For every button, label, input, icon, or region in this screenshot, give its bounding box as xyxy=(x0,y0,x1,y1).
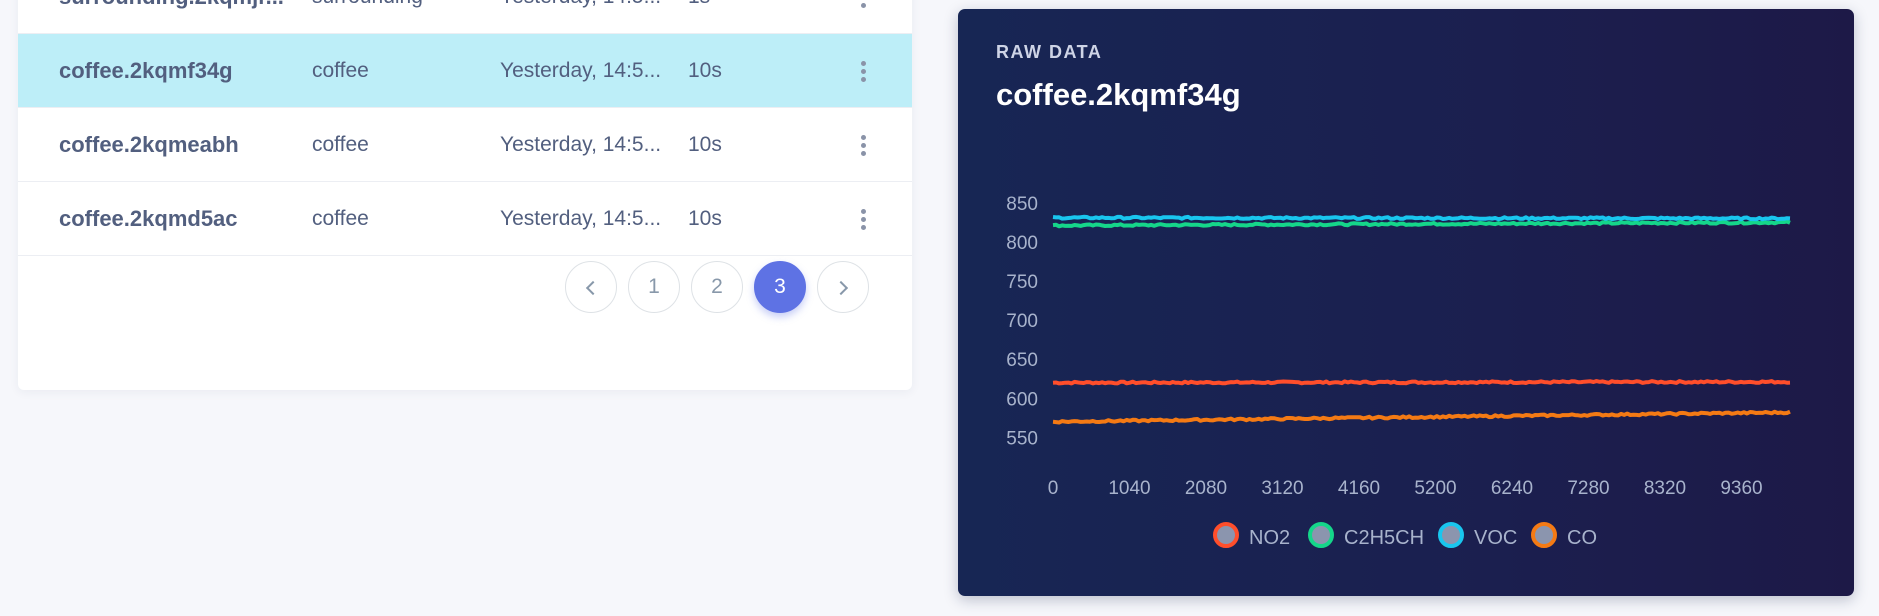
y-tick-label: 650 xyxy=(1006,350,1038,371)
series-line-c2h5ch xyxy=(1052,219,1791,229)
sample-interval: 10s xyxy=(688,59,722,82)
table-row[interactable]: surrounding.2kqmjr... surrounding Yesterda… xyxy=(18,0,912,34)
device-type: coffee xyxy=(312,59,369,82)
y-tick-label: 550 xyxy=(1006,428,1038,449)
chevron-right-icon xyxy=(833,280,849,296)
row-menu-button[interactable] xyxy=(848,108,878,181)
legend-label: C2H5CH xyxy=(1344,527,1425,549)
device-name[interactable]: coffee.2kqmf34g xyxy=(59,58,233,83)
created-date: Yesterday, 14:5... xyxy=(500,207,662,230)
legend-swatch xyxy=(1308,522,1334,548)
more-vertical-icon xyxy=(860,0,866,9)
device-type: coffee xyxy=(312,133,369,156)
x-tick-label: 7280 xyxy=(1567,478,1609,499)
sample-interval: 10s xyxy=(688,207,722,230)
chart-legend: NO2 C2H5CH VOC CO xyxy=(958,520,1854,560)
row-menu-button[interactable] xyxy=(848,0,878,33)
x-tick-label: 5200 xyxy=(1414,478,1456,499)
device-name[interactable]: coffee.2kqmd5ac xyxy=(59,206,238,231)
row-menu-button[interactable] xyxy=(848,182,878,255)
previous-page-button[interactable] xyxy=(565,261,617,313)
y-tick-label: 850 xyxy=(1006,194,1038,215)
panel-title: coffee.2kqmf34g xyxy=(996,77,1241,112)
series-line-voc xyxy=(1052,214,1791,222)
device-name[interactable]: coffee.2kqmeabh xyxy=(59,132,239,157)
page-3-button[interactable]: 3 xyxy=(754,261,806,313)
sample-interval: 10s xyxy=(688,133,722,156)
x-tick-label: 2080 xyxy=(1185,478,1227,499)
y-tick-label: 700 xyxy=(1006,311,1038,332)
series-line-no2 xyxy=(1052,379,1791,386)
x-tick-label: 8320 xyxy=(1644,478,1686,499)
table-row[interactable]: coffee.2kqmeabh coffee Yesterday, 14:5... 1… xyxy=(18,108,912,182)
created-date: Yesterday, 14:5... xyxy=(500,0,670,33)
legend-swatch xyxy=(1438,522,1464,548)
next-page-button[interactable] xyxy=(817,261,869,313)
legend-label: CO xyxy=(1567,527,1597,549)
pagination: 1 2 3 xyxy=(18,261,912,321)
legend-swatch xyxy=(1213,522,1239,548)
raw-data-line-chart: 850 800 750 700 650 600 550 0 1040 2080 3120 4160 52… xyxy=(1006,194,1791,499)
device-name[interactable]: surrounding.2kqmjr... xyxy=(59,0,287,33)
device-type: coffee xyxy=(312,207,369,230)
x-tick-label: 6240 xyxy=(1491,478,1533,499)
page-1-button[interactable]: 1 xyxy=(628,261,680,313)
series-line-co xyxy=(1052,409,1791,425)
x-tick-label: 3120 xyxy=(1261,478,1303,499)
x-tick-label: 0 xyxy=(1048,478,1059,499)
legend-label: VOC xyxy=(1474,527,1518,549)
more-vertical-icon xyxy=(860,61,866,83)
more-vertical-icon xyxy=(860,135,866,157)
legend-swatch xyxy=(1531,522,1557,548)
chevron-left-icon xyxy=(585,280,601,296)
legend-label: NO2 xyxy=(1249,527,1291,549)
page-2-button[interactable]: 2 xyxy=(691,261,743,313)
x-tick-label: 9360 xyxy=(1720,478,1762,499)
panel-eyebrow: RAW DATA xyxy=(996,42,1103,62)
table-row[interactable]: coffee.2kqmf34g coffee Yesterday, 14:5... 1… xyxy=(18,34,912,108)
more-vertical-icon xyxy=(860,209,866,231)
y-tick-label: 750 xyxy=(1006,272,1038,293)
table-row[interactable]: coffee.2kqmd5ac coffee Yesterday, 14:5... 1… xyxy=(18,182,912,256)
row-menu-button[interactable] xyxy=(848,34,878,107)
y-tick-label: 600 xyxy=(1006,389,1038,410)
sample-interval: 1s xyxy=(688,0,748,33)
created-date: Yesterday, 14:5... xyxy=(500,133,662,156)
x-tick-label: 4160 xyxy=(1338,478,1380,499)
y-tick-label: 800 xyxy=(1006,233,1038,254)
device-type: surrounding xyxy=(312,0,472,33)
x-tick-label: 1040 xyxy=(1108,478,1150,499)
raw-data-panel: RAW DATA coffee.2kqmf34g 850 800 750 700 650… xyxy=(958,9,1854,596)
devices-table-card: surrounding.2kqmjr... surrounding Yesterda… xyxy=(18,0,912,390)
created-date: Yesterday, 14:5... xyxy=(500,59,662,82)
